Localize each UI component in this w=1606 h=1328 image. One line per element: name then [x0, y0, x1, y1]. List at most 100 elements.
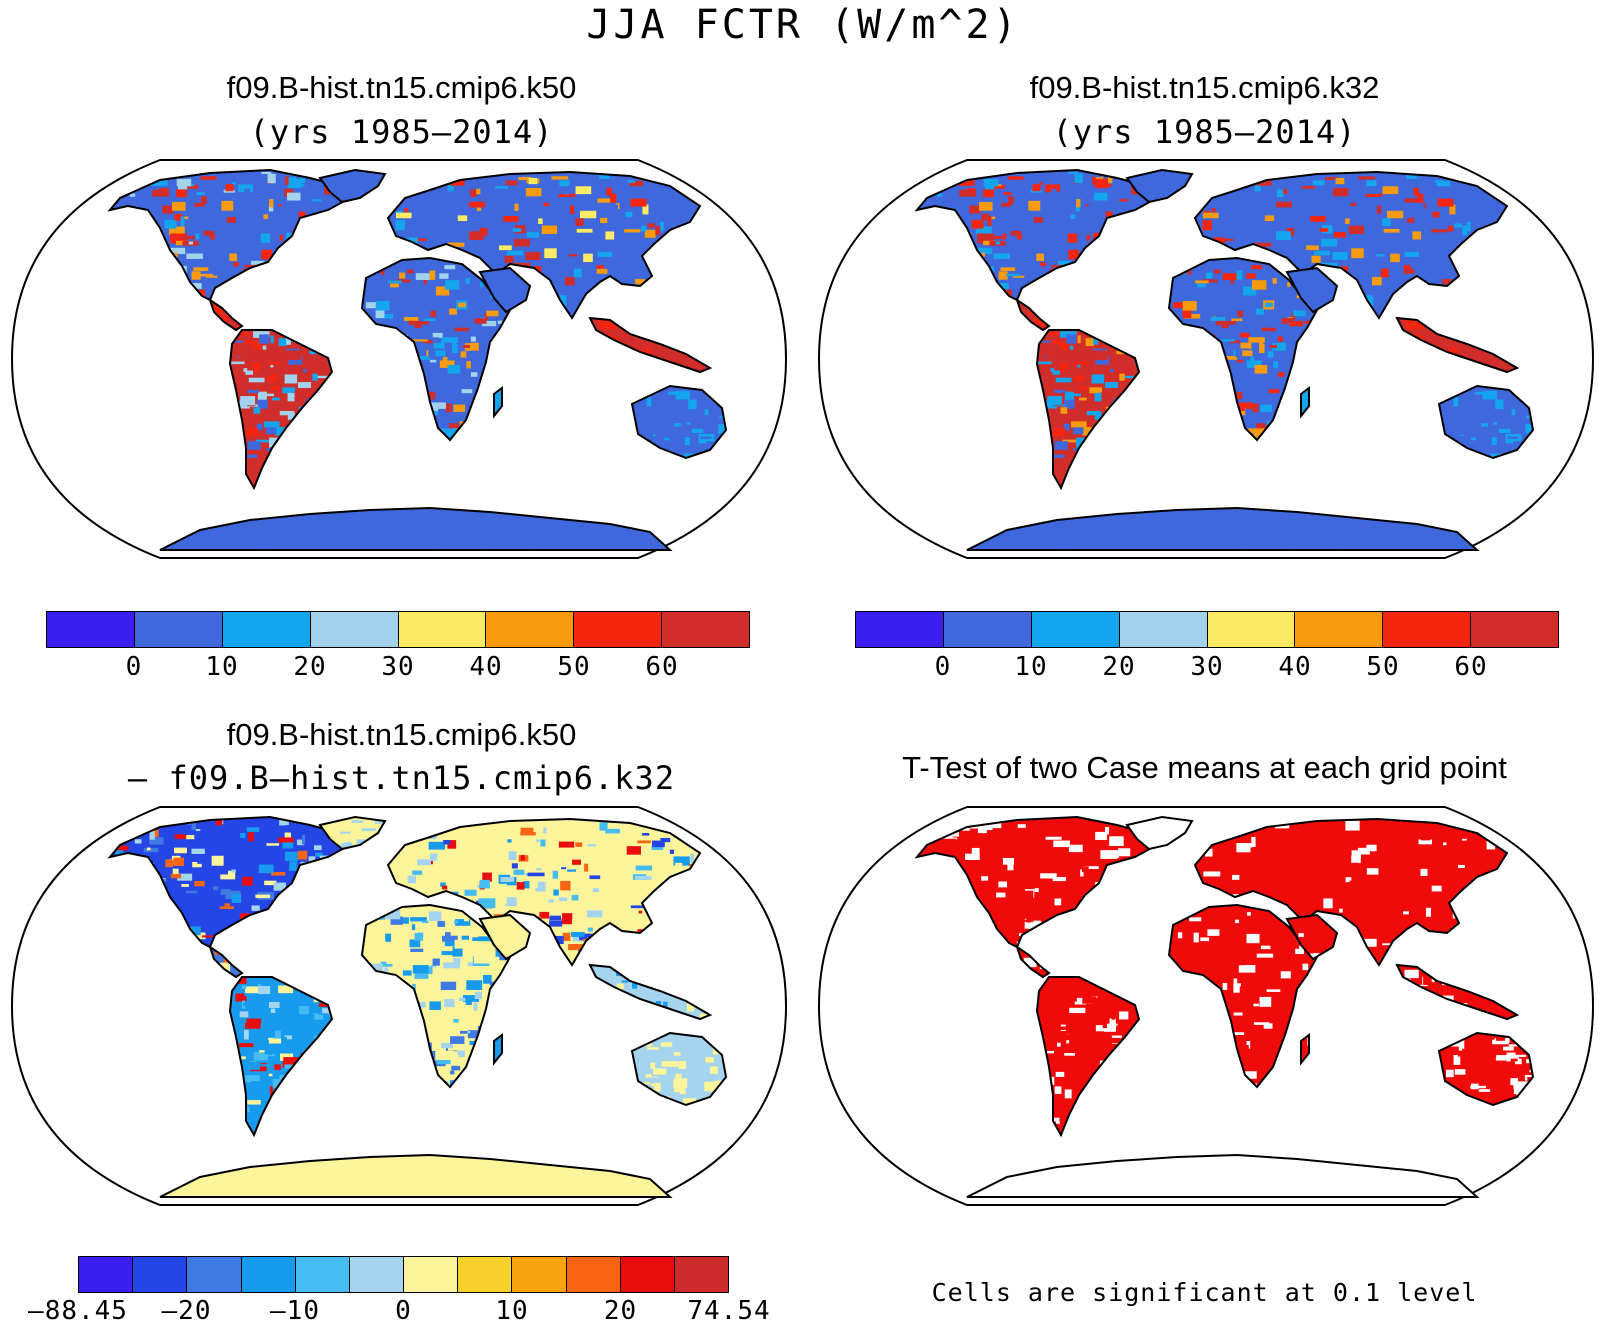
colorbar-diff-labels: –88.45 –20 –10 0 10 20 74.54 [28, 1296, 770, 1328]
coastline [588, 963, 713, 1021]
coastline [386, 170, 702, 320]
colorbar-swatch [47, 612, 135, 647]
coastline [630, 384, 728, 460]
coastline [360, 903, 512, 1089]
colorbar-swatch [458, 1257, 513, 1292]
colorbar-tick-label: 20 [1102, 652, 1136, 682]
colorbar-swatch [134, 612, 223, 647]
colorbar-tick-label: –88.45 [28, 1296, 128, 1326]
significance-note: Cells are significant at 0.1 level [931, 1278, 1478, 1307]
colorbar-tick-label: 0 [125, 652, 143, 682]
colorbar-swatch [222, 612, 311, 647]
coastline [1125, 168, 1194, 204]
coastline [493, 1033, 503, 1066]
coastline [1193, 170, 1509, 320]
colorbar-swatch [486, 612, 575, 647]
map-k50 [10, 159, 788, 559]
colorbar-tick-label: 60 [1454, 652, 1488, 682]
colorbar-tick-label: 10 [1014, 652, 1048, 682]
colorbar-swatch [241, 1257, 296, 1292]
colorbar-k32 [855, 611, 1559, 648]
colorbar-tick-label: 30 [1190, 652, 1224, 682]
colorbar-swatch [674, 1257, 729, 1292]
colorbar-swatch [398, 612, 487, 647]
coastline [159, 1153, 673, 1198]
colorbar-tick-label: 0 [934, 652, 952, 682]
colorbar-swatch [574, 612, 663, 647]
coastline [360, 256, 512, 442]
coastline [1193, 817, 1509, 967]
coastline [1285, 913, 1339, 961]
colorbar-tick-label: 40 [1278, 652, 1312, 682]
colorbar-tick-label: 20 [293, 652, 327, 682]
colorbar-k50 [46, 611, 750, 648]
colorbar-swatch [512, 1257, 567, 1292]
colorbar-swatch [943, 612, 1032, 647]
colorbar-k32-labels: 0 10 20 30 40 50 60 [855, 652, 1559, 684]
coastline [1395, 316, 1520, 374]
colorbar-swatch [79, 1257, 134, 1292]
colorbar-swatch [349, 1257, 405, 1292]
colorbar-swatch [662, 612, 749, 647]
continent-greenland [1127, 817, 1192, 849]
coastline [1015, 944, 1051, 979]
colorbar-tick-label: –10 [270, 1296, 320, 1326]
coastline [318, 168, 387, 204]
colorbar-tick-label: 20 [603, 1296, 638, 1326]
coastline [478, 913, 532, 961]
colorbar-tick-label: 50 [557, 652, 591, 682]
coastline [1035, 329, 1141, 491]
coastline [1285, 266, 1339, 314]
coastline [1167, 903, 1319, 1089]
coastline [588, 316, 713, 374]
continent-australia [632, 386, 726, 458]
map-ttest [817, 806, 1595, 1206]
colorbar-swatch [620, 1257, 675, 1292]
coastline [630, 1031, 728, 1107]
colorbar-swatch [566, 1257, 621, 1292]
coastline [1437, 384, 1535, 460]
colorbar-swatch [1471, 612, 1558, 647]
continent-antarctica [967, 1155, 1477, 1197]
colorbar-swatch [1031, 612, 1120, 647]
coastline [478, 266, 532, 314]
coastline [1300, 1033, 1310, 1066]
panel-k32-title: f09.B-hist.tn15.cmip6.k32 [1029, 70, 1380, 105]
colorbar-swatch [856, 612, 944, 647]
coastline [228, 976, 334, 1138]
coastline [1125, 815, 1194, 851]
continent-australia [1439, 1033, 1533, 1105]
colorbar-swatch [1119, 612, 1208, 647]
coastline [208, 297, 244, 332]
coastline [1395, 963, 1520, 1021]
colorbar-tick-label: 0 [395, 1296, 412, 1326]
coastline [228, 329, 334, 491]
panel-k50-subtitle: (yrs 1985–2014) [249, 113, 554, 151]
panel-diff-title: f09.B-hist.tn15.cmip6.k50 [226, 717, 577, 752]
main-title: JJA FCTR (W/m^2) [586, 2, 1020, 48]
colorbar-tick-label: 30 [381, 652, 415, 682]
panel-k32-subtitle: (yrs 1985–2014) [1052, 113, 1357, 151]
colorbar-k50-labels: 0 10 20 30 40 50 60 [46, 652, 750, 684]
map-k32 [817, 159, 1595, 559]
coastline [966, 1153, 1480, 1198]
continent-antarctica [967, 508, 1477, 550]
colorbar-tick-label: 10 [495, 1296, 529, 1326]
colorbar-swatch [295, 1257, 350, 1292]
colorbar-swatch [1383, 612, 1472, 647]
colorbar-swatch [310, 612, 399, 647]
colorbar-tick-label: 60 [645, 652, 679, 682]
colorbar-tick-label: –20 [161, 1296, 212, 1326]
colorbar-diff [78, 1256, 729, 1293]
panel-diff-subtitle: – f09.B–hist.tn15.cmip6.k32 [127, 759, 676, 797]
map-diff [10, 806, 788, 1206]
coastline [159, 506, 673, 551]
panel-ttest-title: T-Test of two Case means at each grid po… [902, 750, 1507, 785]
colorbar-tick-label: 74.54 [687, 1296, 771, 1326]
coastline [208, 944, 244, 979]
panel-k50-title: f09.B-hist.tn15.cmip6.k50 [226, 70, 577, 105]
coastline [386, 817, 702, 967]
colorbar-swatch [404, 1257, 459, 1292]
colorbar-swatch [187, 1257, 242, 1292]
coastline [1437, 1031, 1535, 1107]
